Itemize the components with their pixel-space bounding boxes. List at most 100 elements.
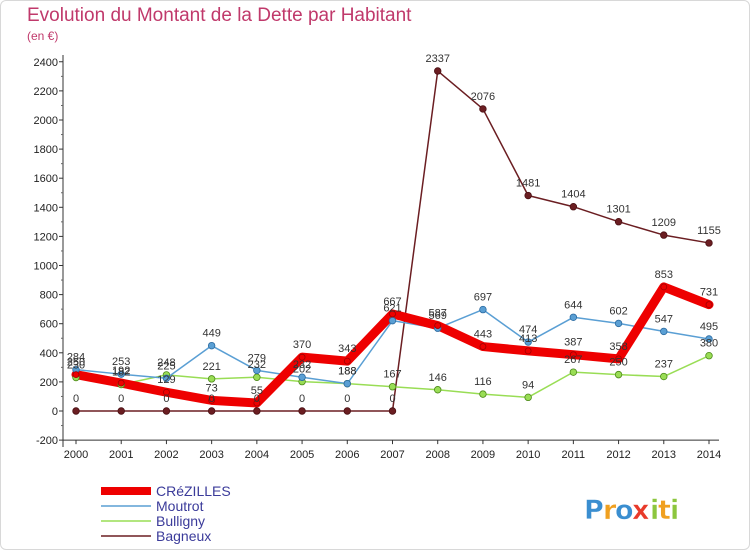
data-point [569, 313, 578, 321]
data-label: 248 [157, 357, 175, 369]
y-tick-label: 2200 [34, 86, 58, 98]
data-label: 370 [293, 339, 311, 351]
data-label: 1209 [652, 217, 676, 229]
data-label: 697 [474, 292, 492, 304]
data-label: 73 [206, 382, 218, 394]
logo-letter: t [658, 495, 671, 526]
data-point [660, 372, 668, 381]
data-point [705, 301, 713, 309]
data-label: 94 [522, 379, 534, 391]
data-label: 182 [112, 367, 130, 379]
data-point [524, 347, 532, 355]
data-label: 1404 [561, 189, 585, 201]
data-point [705, 335, 713, 343]
data-point [615, 355, 622, 363]
x-tick-label: 2009 [471, 449, 495, 461]
data-point [208, 396, 216, 404]
data-label: 1481 [516, 178, 540, 190]
x-tick-label: 2004 [245, 449, 269, 461]
legend-label: Bagneux [156, 528, 211, 544]
legend-label: Moutrot [156, 498, 204, 514]
data-point [207, 375, 216, 383]
x-tick-label: 2007 [380, 449, 404, 461]
data-point [569, 351, 577, 359]
data-label: 495 [700, 321, 718, 333]
data-point [343, 379, 351, 388]
data-label: 232 [248, 359, 266, 371]
data-label: 2076 [471, 91, 495, 103]
data-label: 358 [609, 341, 627, 353]
data-label: 474 [519, 324, 537, 336]
data-point [253, 373, 261, 381]
x-tick-label: 2006 [335, 449, 359, 461]
data-label: 116 [474, 376, 492, 388]
data-label: 253 [112, 356, 130, 368]
x-tick-label: 2011 [562, 449, 586, 461]
data-point [253, 407, 261, 415]
y-tick-label: 1800 [34, 144, 58, 156]
data-point [569, 203, 578, 211]
data-label: 0 [299, 393, 305, 405]
data-label: 569 [429, 310, 447, 322]
y-tick-label: 1400 [34, 202, 58, 214]
data-label: 731 [700, 287, 718, 299]
data-label: 250 [67, 357, 85, 369]
data-label: 167 [383, 369, 401, 381]
y-tick-label: 800 [40, 290, 58, 302]
data-point [72, 371, 80, 379]
data-point [524, 338, 532, 346]
data-point [388, 316, 397, 325]
data-label: 188 [338, 366, 356, 378]
x-tick-label: 2003 [199, 449, 223, 461]
y-tick-label: 2400 [34, 57, 58, 69]
data-label: 0 [118, 393, 124, 405]
data-label: 232 [293, 359, 311, 371]
x-tick-label: 2010 [516, 449, 540, 461]
data-point [434, 322, 442, 329]
data-point [660, 283, 668, 291]
data-point [163, 388, 170, 396]
data-label: 0 [344, 393, 350, 405]
data-point [343, 407, 351, 415]
data-label: 267 [564, 354, 582, 366]
y-tick-label: 1600 [34, 173, 58, 185]
chart-title: Evolution du Montant de la Dette par Hab… [27, 5, 412, 26]
data-label: 0 [163, 393, 169, 405]
data-label: 1155 [697, 225, 721, 237]
data-point [253, 366, 261, 375]
data-point [343, 357, 351, 365]
data-point [660, 231, 668, 239]
x-tick-label: 2014 [697, 449, 721, 461]
data-point [117, 379, 125, 387]
y-tick-label: 1200 [34, 231, 58, 243]
data-label: 202 [293, 364, 311, 376]
x-tick-label: 2008 [425, 449, 449, 461]
data-point [117, 370, 125, 378]
data-label: 413 [519, 333, 537, 345]
data-label: 129 [157, 374, 175, 386]
data-label: 621 [383, 303, 401, 315]
data-label: 449 [202, 328, 220, 340]
data-point [389, 310, 396, 318]
data-label: 0 [209, 393, 215, 405]
logo-letter: r [603, 495, 617, 526]
x-tick-label: 2002 [154, 449, 178, 461]
y-tick-label: 1000 [34, 261, 58, 273]
data-label: 547 [655, 313, 673, 325]
data-label: 284 [67, 352, 85, 364]
data-point [479, 343, 487, 350]
logo-letter: x [632, 495, 649, 526]
data-point [614, 218, 623, 226]
data-point [388, 407, 397, 415]
x-tick-label: 2005 [290, 449, 314, 461]
logo-letter: P [584, 495, 604, 526]
data-label: 644 [564, 299, 582, 311]
data-label: 853 [655, 269, 673, 281]
data-point [434, 67, 442, 75]
data-point [614, 370, 623, 379]
logo-letter: i [670, 495, 679, 526]
data-label: 0 [389, 393, 395, 405]
data-point [253, 399, 261, 407]
x-tick-label: 2001 [109, 449, 133, 461]
